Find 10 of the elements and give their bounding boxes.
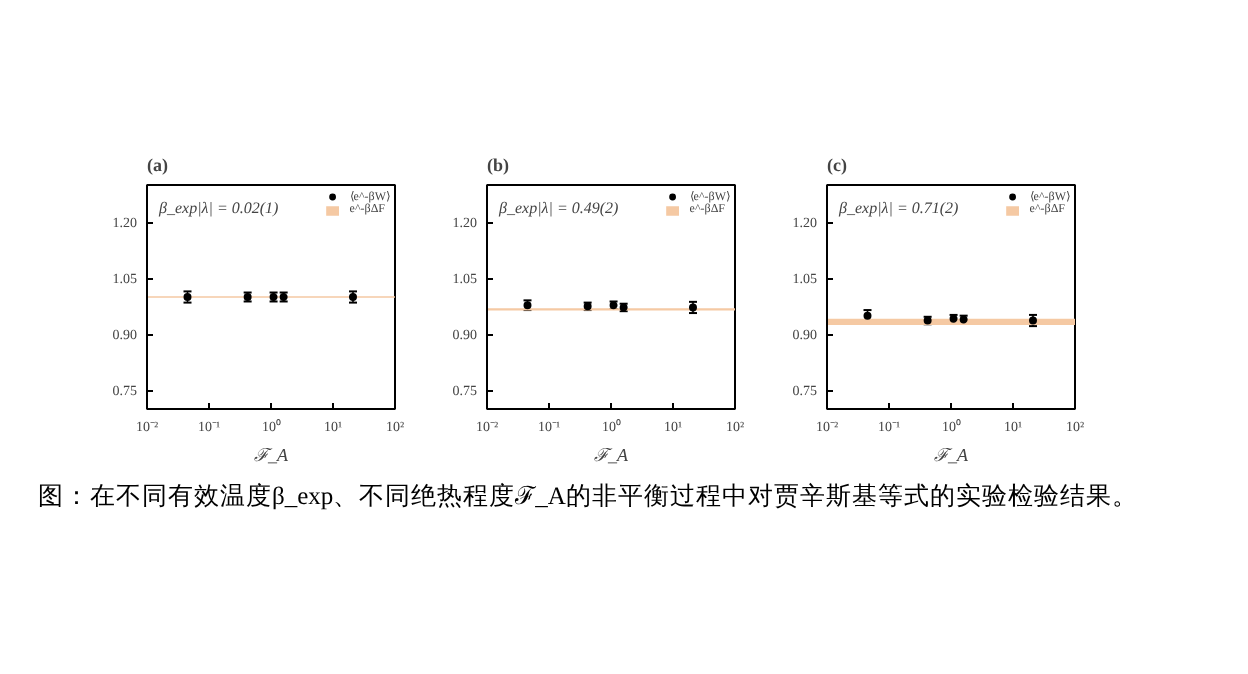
annotation: β_exp|λ| = 0.02(1) bbox=[157, 199, 280, 217]
chart-title: (a) bbox=[147, 155, 168, 175]
text: 图：在不同有效温度β_exp、不同绝热程度ℱ_A的非平衡过程中对贾辛斯基等式的实验检验结果。 bbox=[38, 480, 1138, 514]
annotation: β_exp|λ| = 0.71(2) bbox=[837, 199, 960, 217]
chart-title: (c) bbox=[827, 155, 847, 175]
x-axis-title: ℱ_A bbox=[594, 445, 629, 465]
x-axis-title: ℱ_A bbox=[254, 445, 289, 465]
chart-title: (b) bbox=[487, 155, 509, 175]
annotation: β_exp|λ| = 0.49(2) bbox=[497, 199, 620, 217]
x-axis-title: ℱ_A bbox=[934, 445, 969, 465]
